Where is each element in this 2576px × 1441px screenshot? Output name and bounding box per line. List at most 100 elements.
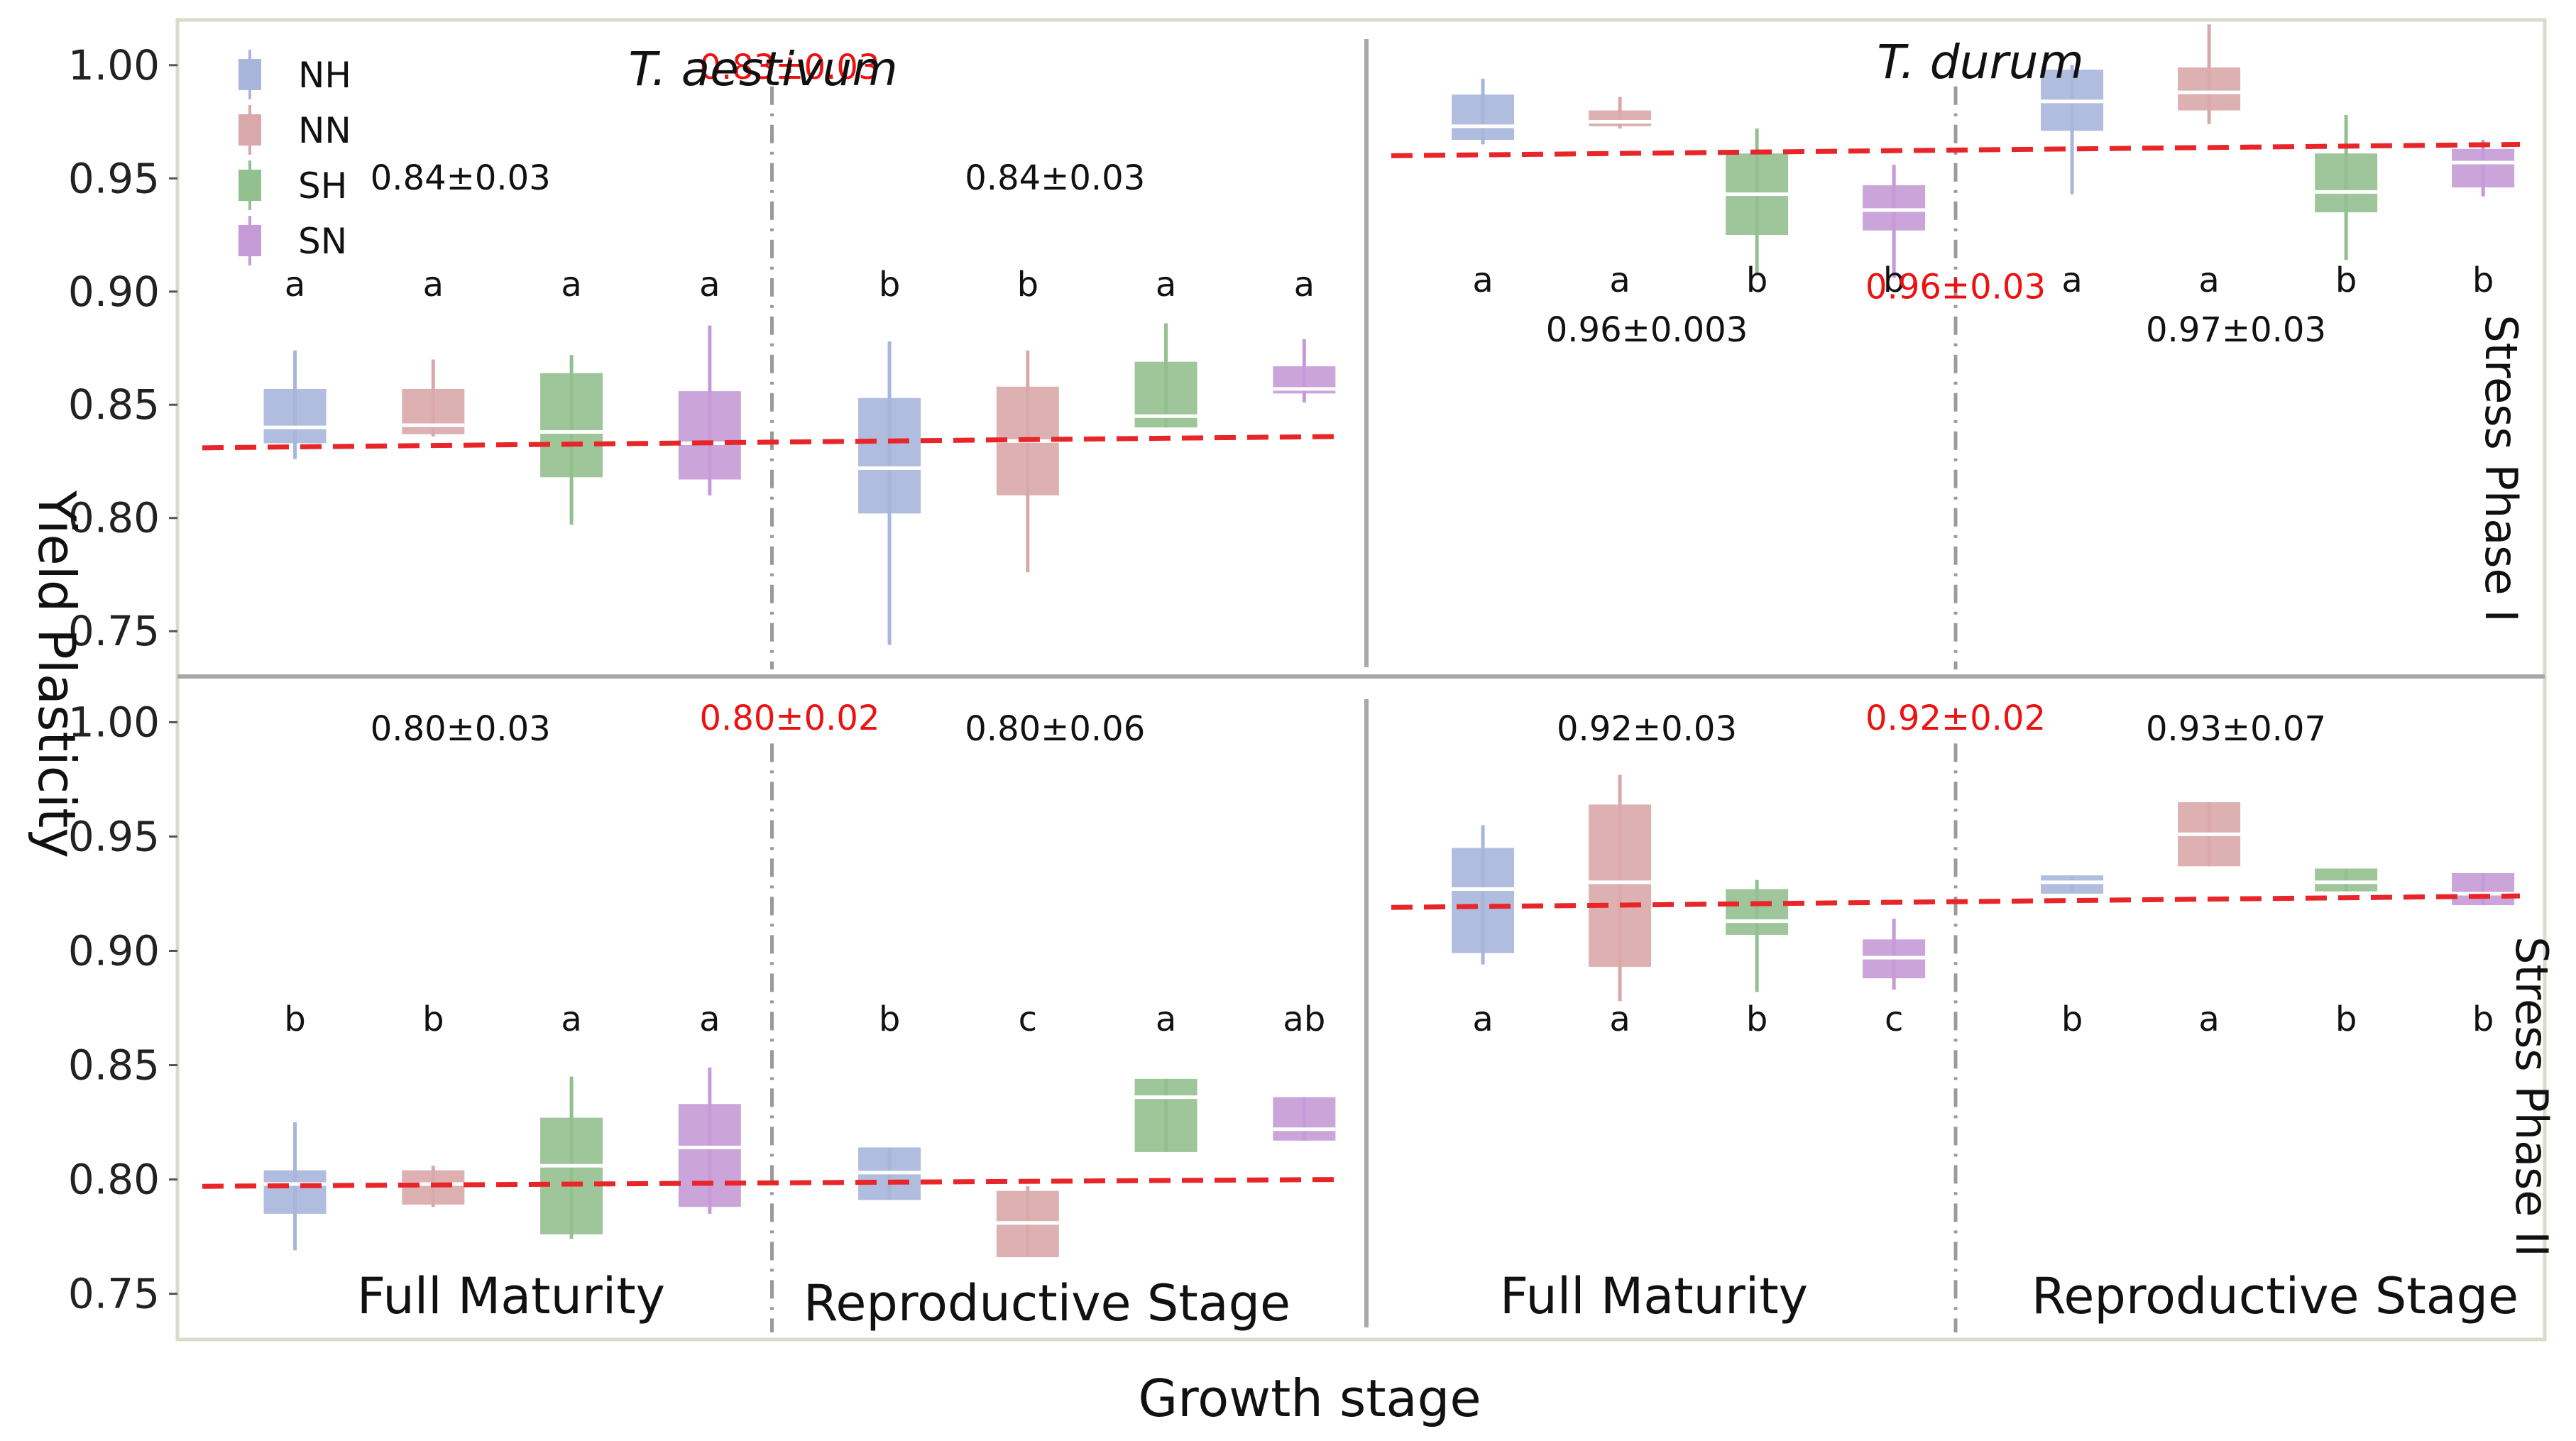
significance-letter: a xyxy=(1156,999,1176,1039)
box-sn xyxy=(2452,872,2515,906)
y-tick-label: 0.85 xyxy=(68,1041,160,1090)
species-title-durum: T. durum xyxy=(1877,35,2083,89)
box-iqr xyxy=(2315,868,2378,892)
significance-letter: a xyxy=(699,265,720,305)
significance-letter: b xyxy=(1017,265,1038,305)
box-nh xyxy=(858,341,921,645)
pooled-mean-label: 0.83±0.03 xyxy=(700,48,880,87)
legend-item-nn: NN xyxy=(239,105,351,155)
stage-mean-label: 0.96±0.003 xyxy=(1546,310,1748,350)
significance-letter: a xyxy=(2198,261,2219,300)
y-tick-label: 1.00 xyxy=(68,698,160,746)
plot-frame xyxy=(175,18,2547,1342)
y-tick-label: 1.00 xyxy=(68,41,160,89)
box-nn xyxy=(1589,774,1652,1002)
box-iqr xyxy=(1273,1097,1336,1141)
significance-letter: a xyxy=(285,265,305,305)
box-nh xyxy=(2041,875,2104,894)
growth-stage-label: Full Maturity xyxy=(1500,1267,1808,1325)
species-title-aestivum: T. aestivum xyxy=(628,42,897,97)
significance-letter: b xyxy=(1883,261,1904,300)
significance-letter: a xyxy=(561,265,581,305)
significance-letter: a xyxy=(2061,261,2082,300)
box-nh xyxy=(1452,825,1515,965)
box-iqr xyxy=(1863,185,1926,231)
pooled-trend-line xyxy=(202,1177,1342,1189)
box-sh xyxy=(1726,880,1789,992)
pooled-trend-line xyxy=(1391,141,2521,158)
box-iqr xyxy=(540,1117,603,1234)
box-nh xyxy=(858,1147,921,1200)
significance-letter: a xyxy=(2198,999,2219,1039)
box-iqr xyxy=(678,391,741,480)
box-sn xyxy=(1863,165,1926,278)
box-sn xyxy=(1273,1097,1336,1141)
stage-mean-label: 0.92±0.03 xyxy=(1557,709,1737,749)
box-iqr xyxy=(858,398,921,514)
significance-letter: c xyxy=(1019,999,1037,1039)
y-tick-label: 0.95 xyxy=(68,154,160,202)
significance-letter: b xyxy=(2472,999,2494,1039)
y-axis-title: Yield Plasticity xyxy=(27,490,87,858)
pooled-mean-label: 0.92±0.02 xyxy=(1865,698,2046,738)
box-iqr xyxy=(678,1104,741,1207)
box-nn xyxy=(2178,802,2241,867)
legend-label: NH xyxy=(298,55,351,96)
y-tick-label: 0.75 xyxy=(68,607,160,655)
legend-swatch xyxy=(239,170,261,201)
significance-letter: b xyxy=(1746,261,1767,300)
legend-label: NN xyxy=(298,110,351,151)
stage-mean-label: 0.80±0.03 xyxy=(371,709,551,749)
significance-letter: b xyxy=(284,999,305,1039)
growth-stage-label: Reproductive Stage xyxy=(804,1274,1290,1332)
stage-mean-label: 0.84±0.03 xyxy=(371,158,551,198)
box-sn xyxy=(2452,140,2515,197)
box-iqr xyxy=(263,1170,327,1214)
box-nh xyxy=(1452,78,1515,145)
box-nn xyxy=(1589,97,1652,129)
panel-r0-c0: a a a a 0.84±0.03 b b a a 0.84±0.03 0.83±0.03 xyxy=(202,48,1342,669)
y-tick-label: 0.75 xyxy=(68,1270,160,1318)
box-sn xyxy=(1863,919,1926,990)
significance-letter: b xyxy=(422,999,444,1039)
significance-letter: a xyxy=(1156,265,1176,305)
box-nh xyxy=(263,350,327,459)
legend-label: SN xyxy=(298,221,347,262)
significance-letter: a xyxy=(699,999,720,1039)
box-iqr xyxy=(1726,889,1789,935)
legend-swatch xyxy=(239,225,261,256)
box-iqr xyxy=(2041,875,2104,894)
box-iqr xyxy=(540,373,603,478)
significance-letter: a xyxy=(1472,261,1493,300)
legend-label: SH xyxy=(298,165,347,207)
significance-letter: b xyxy=(2472,261,2494,300)
growth-stage-label: Reproductive Stage xyxy=(2032,1267,2519,1325)
significance-letter: b xyxy=(2335,999,2357,1039)
significance-letter: b xyxy=(879,265,900,305)
significance-letter: ab xyxy=(1283,999,1325,1039)
significance-letter: b xyxy=(2335,261,2357,300)
significance-letter: a xyxy=(1609,261,1630,300)
significance-letter: b xyxy=(2061,999,2083,1039)
box-iqr xyxy=(2452,872,2515,906)
y-tick-label: 0.90 xyxy=(68,268,160,316)
stage-mean-label: 0.80±0.06 xyxy=(965,709,1145,749)
box-sh xyxy=(540,355,603,525)
box-sh xyxy=(1726,128,1789,274)
stage-mean-label: 0.97±0.03 xyxy=(2146,310,2326,350)
box-iqr xyxy=(1452,848,1515,953)
box-sh xyxy=(1134,323,1197,428)
significance-letter: b xyxy=(1746,999,1767,1039)
panel-r1-c1: a a b c 0.92±0.03 b a b b 0.93±0.07 0.92±0.02 xyxy=(1391,698,2521,1332)
significance-letter: a xyxy=(561,999,581,1039)
box-sn xyxy=(1273,339,1336,403)
significance-letter: a xyxy=(423,265,444,305)
box-iqr xyxy=(2315,153,2378,213)
stage-mean-label: 0.93±0.07 xyxy=(2146,709,2326,749)
y-tick-label: 0.80 xyxy=(68,494,160,542)
box-nn xyxy=(2178,24,2241,124)
pooled-trend-line xyxy=(1391,893,2521,910)
y-tick-label: 0.90 xyxy=(68,926,160,975)
legend-item-sn: SN xyxy=(239,216,347,265)
